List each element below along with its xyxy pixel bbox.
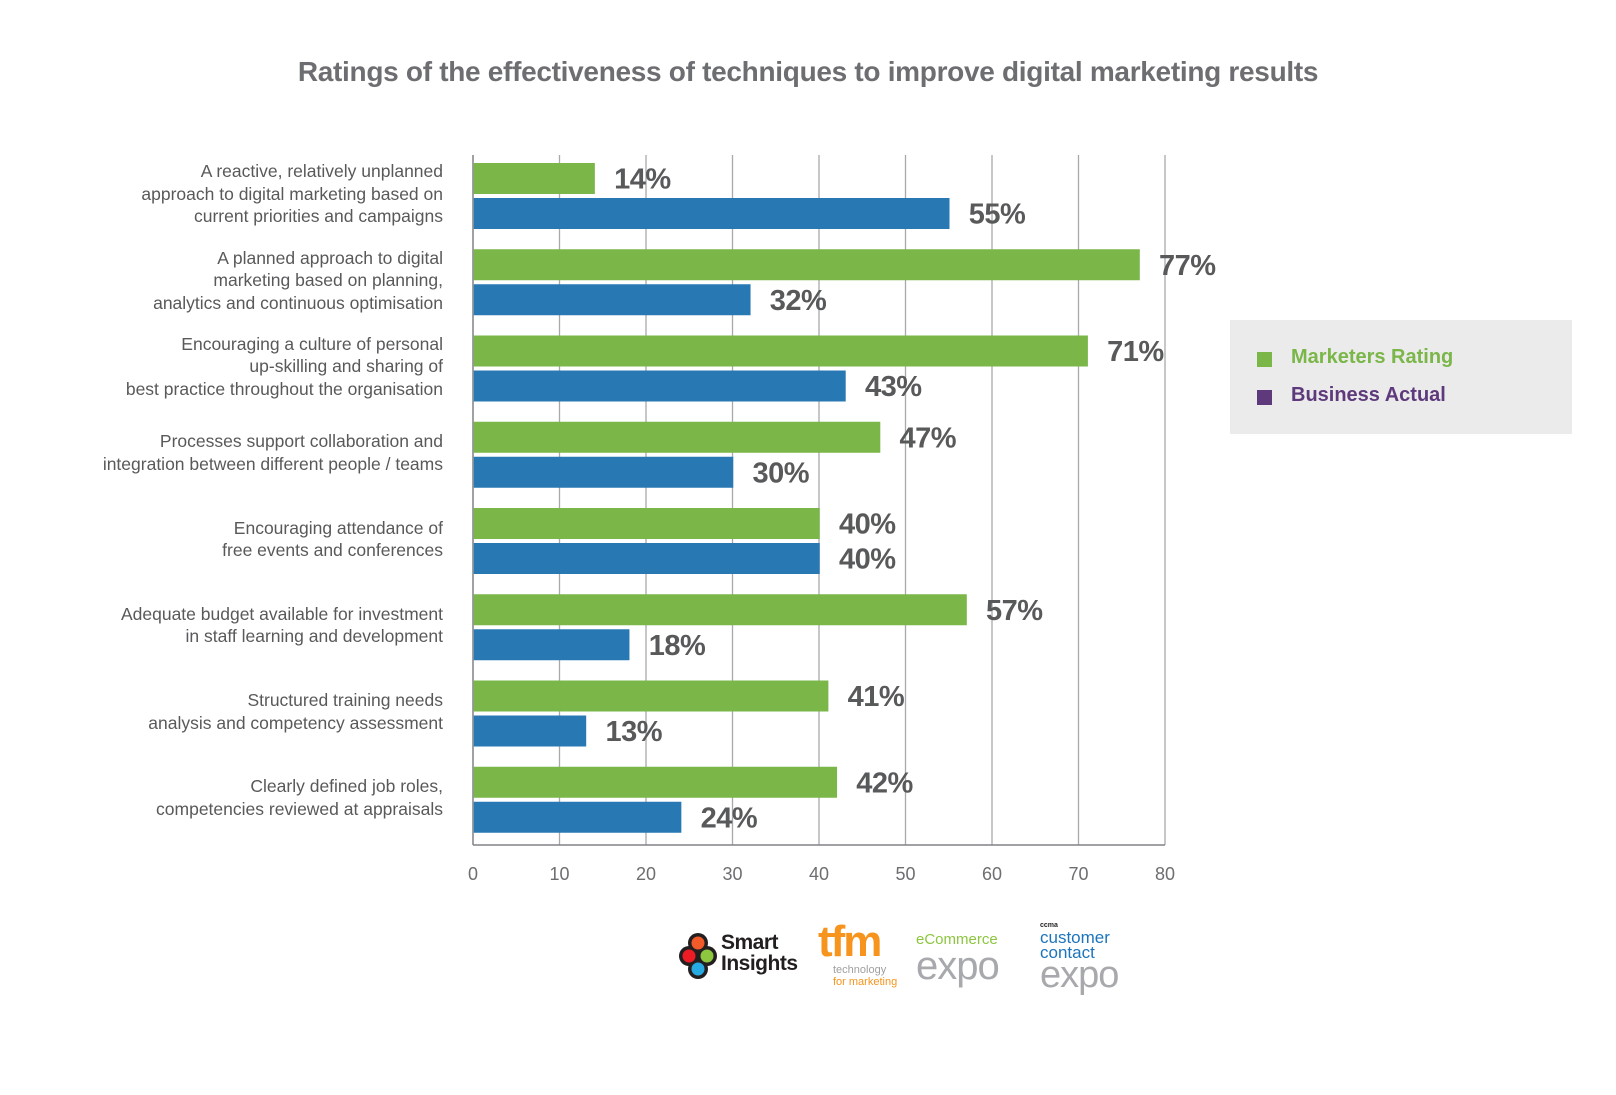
ccx-line3: expo xyxy=(1040,954,1119,996)
legend-label-marketers-rating: Marketers Rating xyxy=(1291,346,1454,368)
bar-marketers-rating-5 xyxy=(473,594,967,626)
x-tick-label-50: 50 xyxy=(895,864,915,884)
bar-business-actual-0 xyxy=(473,198,950,229)
legend-swatch-marketers-rating xyxy=(1257,352,1272,367)
smart-insights-line1: Smart xyxy=(721,931,779,954)
x-tick-label-10: 10 xyxy=(549,864,569,884)
x-tick-label-80: 80 xyxy=(1155,864,1175,884)
category-label-1: A planned approach to digital marketing … xyxy=(153,247,443,313)
bar-business-actual-2 xyxy=(473,370,846,402)
bar-business-actual-5 xyxy=(473,629,630,661)
bar-business-actual-6 xyxy=(473,715,587,747)
data-label-business-actual-2: 43% xyxy=(865,371,922,403)
ccx-line1: customer xyxy=(1040,928,1110,947)
data-label-business-actual-3: 30% xyxy=(753,457,810,489)
smart-insights-line2: Insights xyxy=(721,952,798,975)
x-tick-label-0: 0 xyxy=(468,864,478,884)
ccx-line2: contact xyxy=(1040,943,1095,962)
category-label-5: Adequate budget available for investment… xyxy=(120,603,443,647)
category-label-0: A reactive, relatively unplanned approac… xyxy=(141,161,443,227)
bar-business-actual-3 xyxy=(473,456,734,488)
tfm-line1: technology xyxy=(833,964,887,976)
data-label-marketers-rating-7: 42% xyxy=(856,767,913,799)
bar-marketers-rating-3 xyxy=(473,421,881,453)
legend: Marketers Rating Business Actual xyxy=(1230,320,1572,434)
x-tick-label-40: 40 xyxy=(809,864,829,884)
data-label-business-actual-0: 55% xyxy=(969,199,1026,231)
data-label-business-actual-5: 18% xyxy=(649,630,706,662)
x-tick-label-60: 60 xyxy=(982,864,1002,884)
data-label-marketers-rating-5: 57% xyxy=(986,595,1043,627)
tfm-line2: for marketing xyxy=(833,976,898,988)
ecommerce-expo-logo: eCommerce expo xyxy=(916,932,1016,992)
chart-title: Ratings of the effectiveness of techniqu… xyxy=(297,56,1319,87)
category-label-3: Processes support collaboration and inte… xyxy=(102,431,443,474)
smart-insights-wordmark: Smart Insights xyxy=(721,932,798,974)
smart-insights-logo: Smart Insights xyxy=(678,928,808,988)
data-label-marketers-rating-4: 40% xyxy=(839,509,896,541)
ecommerce-expo-line1: eCommerce xyxy=(916,931,998,948)
bar-marketers-rating-6 xyxy=(473,680,829,712)
x-tick-label-30: 30 xyxy=(722,864,742,884)
ccx-tag: ccma xyxy=(1040,922,1058,929)
data-label-business-actual-1: 32% xyxy=(770,285,827,317)
data-label-marketers-rating-2: 71% xyxy=(1107,336,1164,368)
legend-swatch-business-actual xyxy=(1257,390,1272,405)
bar-business-actual-1 xyxy=(473,284,751,316)
category-label-2: Encouraging a culture of personal up-ski… xyxy=(125,333,443,399)
bar-business-actual-7 xyxy=(473,801,682,833)
x-tick-label-70: 70 xyxy=(1068,864,1088,884)
tfm-wordmark: tfm xyxy=(818,917,882,966)
bar-marketers-rating-2 xyxy=(473,335,1088,367)
ecommerce-expo-line2: expo xyxy=(916,944,1000,988)
data-label-marketers-rating-6: 41% xyxy=(848,681,905,713)
category-label-4: Encouraging attendance of free events an… xyxy=(222,517,443,561)
bar-marketers-rating-0 xyxy=(473,163,595,194)
bar-marketers-rating-7 xyxy=(473,766,838,798)
data-label-marketers-rating-3: 47% xyxy=(900,422,957,454)
bar-marketers-rating-1 xyxy=(473,249,1140,281)
category-label-6: Structured training needs analysis and c… xyxy=(148,690,443,733)
x-tick-label-20: 20 xyxy=(636,864,656,884)
bar-business-actual-4 xyxy=(473,543,820,574)
tfm-logo: tfm technology for marketing xyxy=(818,920,898,998)
data-label-business-actual-7: 24% xyxy=(701,802,758,834)
smart-insights-icon xyxy=(679,933,717,979)
customer-contact-expo-logo: ccma customer contact expo xyxy=(1040,922,1130,996)
bar-marketers-rating-4 xyxy=(473,508,820,539)
category-label-7: Clearly defined job roles, competencies … xyxy=(156,776,443,819)
data-label-marketers-rating-0: 14% xyxy=(614,164,671,196)
data-label-business-actual-4: 40% xyxy=(839,544,896,576)
legend-label-business-actual: Business Actual xyxy=(1291,384,1446,406)
data-label-business-actual-6: 13% xyxy=(605,716,662,748)
data-label-marketers-rating-1: 77% xyxy=(1159,250,1216,282)
